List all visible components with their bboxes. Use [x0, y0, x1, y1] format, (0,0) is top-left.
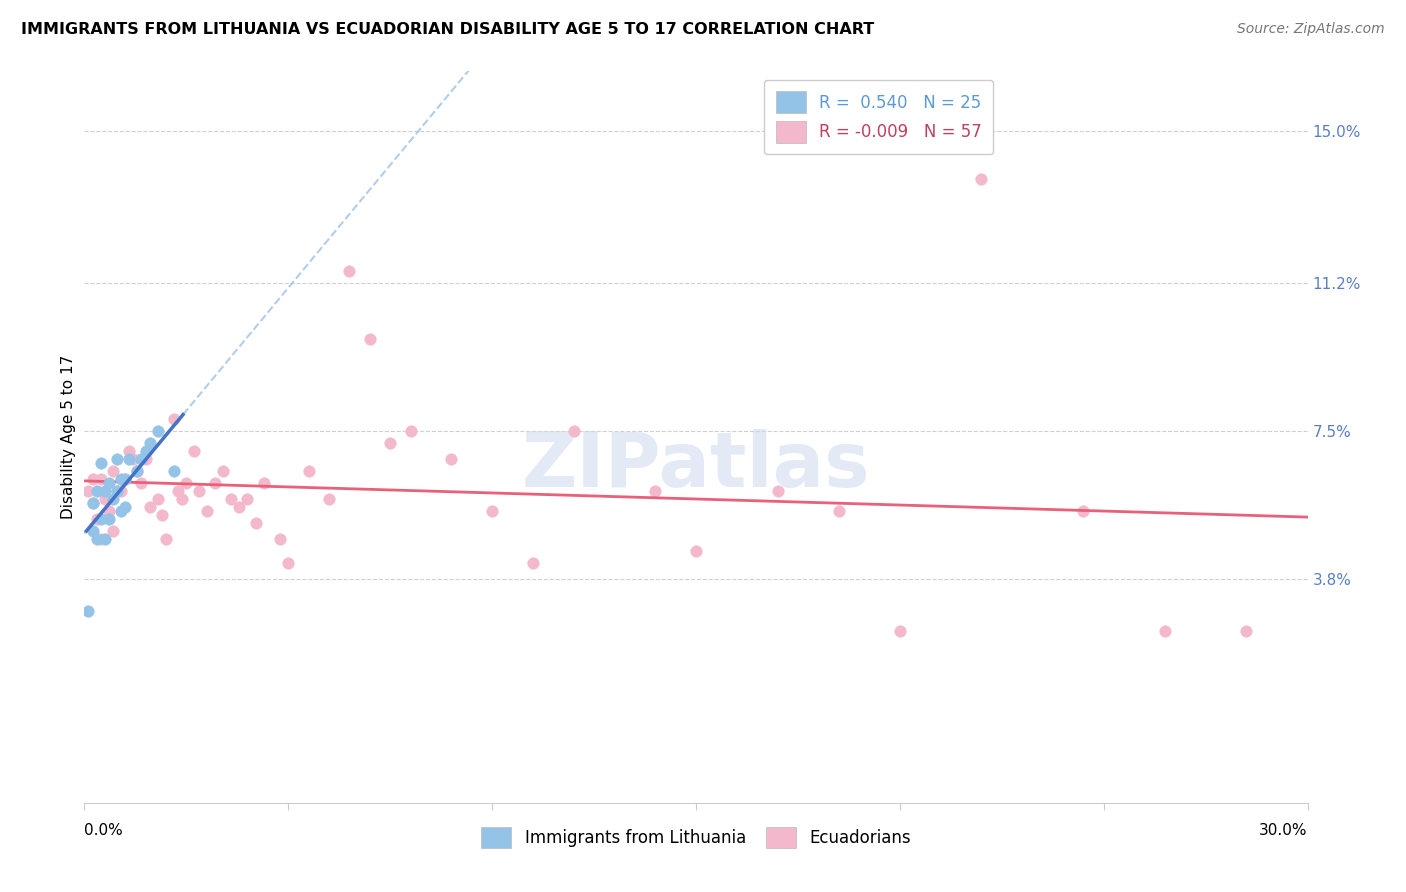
- Point: [114, 472, 136, 486]
- Point: [440, 452, 463, 467]
- Point: [97, 504, 120, 518]
- Point: [219, 491, 242, 506]
- Point: [105, 483, 128, 498]
- Point: [110, 504, 132, 518]
- Point: [131, 452, 153, 467]
- Point: [1073, 504, 1095, 518]
- Point: [90, 472, 112, 486]
- Point: [146, 424, 169, 438]
- Point: [82, 472, 104, 486]
- Point: [82, 496, 104, 510]
- Point: [86, 483, 108, 498]
- Point: [1154, 624, 1177, 638]
- Point: [93, 532, 115, 546]
- Point: [77, 604, 100, 618]
- Point: [118, 452, 141, 467]
- Point: [253, 476, 276, 491]
- Point: [118, 444, 141, 458]
- Point: [522, 556, 544, 570]
- Point: [399, 424, 422, 438]
- Point: [187, 483, 209, 498]
- Legend: Immigrants from Lithuania, Ecuadorians: Immigrants from Lithuania, Ecuadorians: [472, 819, 920, 856]
- Point: [82, 524, 104, 538]
- Point: [1236, 624, 1258, 638]
- Point: [114, 500, 136, 514]
- Point: [766, 483, 789, 498]
- Point: [122, 452, 145, 467]
- Point: [155, 532, 177, 546]
- Point: [150, 508, 173, 522]
- Point: [236, 491, 259, 506]
- Point: [97, 476, 120, 491]
- Point: [135, 452, 157, 467]
- Point: [82, 496, 104, 510]
- Point: [163, 464, 186, 478]
- Point: [380, 436, 402, 450]
- Point: [101, 524, 124, 538]
- Point: [138, 436, 160, 450]
- Point: [269, 532, 291, 546]
- Point: [644, 483, 666, 498]
- Point: [970, 172, 993, 186]
- Y-axis label: Disability Age 5 to 17: Disability Age 5 to 17: [60, 355, 76, 519]
- Point: [562, 424, 585, 438]
- Text: 0.0%: 0.0%: [84, 822, 124, 838]
- Text: Source: ZipAtlas.com: Source: ZipAtlas.com: [1237, 22, 1385, 37]
- Point: [135, 444, 157, 458]
- Point: [318, 491, 340, 506]
- Point: [195, 504, 218, 518]
- Point: [114, 472, 136, 486]
- Point: [131, 476, 153, 491]
- Point: [90, 456, 112, 470]
- Point: [828, 504, 851, 518]
- Point: [167, 483, 190, 498]
- Point: [359, 332, 381, 346]
- Point: [86, 532, 108, 546]
- Point: [77, 483, 100, 498]
- Point: [86, 512, 108, 526]
- Point: [889, 624, 911, 638]
- Point: [339, 264, 361, 278]
- Point: [93, 483, 115, 498]
- Point: [172, 491, 194, 506]
- Point: [685, 544, 707, 558]
- Point: [101, 464, 124, 478]
- Point: [110, 483, 132, 498]
- Point: [481, 504, 503, 518]
- Text: 30.0%: 30.0%: [1260, 822, 1308, 838]
- Point: [212, 464, 235, 478]
- Point: [101, 491, 124, 506]
- Point: [90, 512, 112, 526]
- Point: [138, 500, 160, 514]
- Point: [105, 452, 128, 467]
- Point: [163, 412, 186, 426]
- Point: [93, 491, 115, 506]
- Point: [204, 476, 226, 491]
- Text: ZIPatlas: ZIPatlas: [522, 429, 870, 503]
- Point: [183, 444, 205, 458]
- Point: [110, 472, 132, 486]
- Point: [298, 464, 321, 478]
- Text: IMMIGRANTS FROM LITHUANIA VS ECUADORIAN DISABILITY AGE 5 TO 17 CORRELATION CHART: IMMIGRANTS FROM LITHUANIA VS ECUADORIAN …: [21, 22, 875, 37]
- Point: [228, 500, 250, 514]
- Point: [127, 464, 149, 478]
- Point: [277, 556, 299, 570]
- Point: [245, 516, 267, 530]
- Point: [146, 491, 169, 506]
- Point: [105, 483, 128, 498]
- Point: [127, 464, 149, 478]
- Point: [97, 512, 120, 526]
- Point: [90, 532, 112, 546]
- Point: [174, 476, 197, 491]
